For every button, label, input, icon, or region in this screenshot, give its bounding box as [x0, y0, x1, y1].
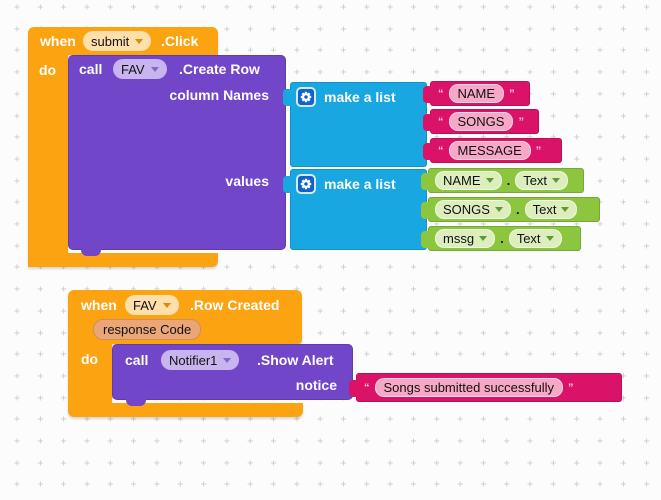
event-block-submit-click[interactable]: when submit .Click do	[28, 27, 287, 267]
text-input[interactable]: MESSAGE	[448, 141, 531, 160]
component-dropdown-fav[interactable]: FAV	[125, 295, 179, 315]
dropdown-arrow-icon	[135, 38, 144, 44]
do-label: do	[39, 62, 57, 78]
component-dropdown[interactable]: SONGS	[435, 200, 511, 219]
dropdown-value: Text	[523, 173, 548, 188]
make-a-list-block-values[interactable]: make a list	[283, 169, 427, 250]
gear-icon	[300, 178, 312, 190]
text-block-notice[interactable]: “ Songs submitted successfully ”	[349, 373, 622, 402]
param-badge-response-code[interactable]: response Code	[93, 319, 202, 340]
getter-block-mssg-text[interactable]: mssg . Text	[421, 226, 581, 251]
block-frame-arm	[68, 403, 303, 417]
dropdown-arrow-icon	[545, 236, 554, 241]
close-quote: ”	[509, 87, 515, 100]
dropdown-arrow-icon	[479, 236, 488, 241]
dropdown-value: Text	[532, 202, 557, 217]
component-dropdown-notifier1[interactable]: Notifier1	[161, 350, 240, 370]
plug-tab	[421, 231, 431, 248]
plug-tab	[421, 173, 431, 190]
arg-label-notice: notice	[295, 377, 337, 393]
method-name-label: .Create Row	[179, 61, 260, 77]
dropdown-arrow-icon	[561, 207, 570, 212]
text-block-message[interactable]: “ MESSAGE ”	[423, 138, 562, 163]
make-a-list-label: make a list	[324, 176, 396, 192]
mutator-gear-button[interactable]	[296, 174, 316, 194]
dropdown-value: FAV	[121, 61, 145, 77]
make-a-list-label: make a list	[324, 89, 396, 105]
block-frame-spine	[28, 53, 68, 267]
text-block-songs[interactable]: “ SONGS ”	[423, 109, 539, 134]
getter-block-songs-text[interactable]: SONGS . Text	[421, 197, 600, 222]
call-block-show-alert[interactable]: call Notifier1 .Show Alert notice	[112, 344, 353, 406]
call-block-create-row[interactable]: call FAV .Create Row column Names values	[68, 55, 286, 256]
gear-icon	[300, 91, 312, 103]
dropdown-value: Notifier1	[169, 352, 218, 368]
dropdown-arrow-icon	[552, 178, 561, 183]
dropdown-arrow-icon	[162, 302, 171, 308]
dropdown-arrow-icon	[485, 178, 494, 183]
mutator-gear-button[interactable]	[296, 87, 316, 107]
event-name-label: .Row Created	[190, 297, 280, 313]
plug-tab	[423, 143, 433, 160]
text-input[interactable]: SONGS	[448, 112, 514, 131]
open-quote: “	[438, 115, 444, 128]
dropdown-value: NAME	[443, 173, 481, 188]
arg-label-values: values	[225, 173, 269, 189]
property-dropdown[interactable]: Text	[524, 200, 578, 219]
call-label: call	[125, 352, 149, 368]
close-quote: ”	[518, 115, 524, 128]
next-connector-bump	[81, 249, 101, 256]
plug-tab	[423, 114, 433, 131]
dropdown-value: Text	[516, 231, 541, 246]
block-frame-spine	[68, 342, 112, 406]
do-label: do	[81, 351, 99, 367]
text-block-name[interactable]: “ NAME ”	[423, 81, 530, 106]
text-input[interactable]: Songs submitted successfully	[374, 378, 564, 397]
open-quote: “	[364, 381, 370, 394]
dropdown-value: submit	[91, 33, 130, 49]
method-name-label: .Show Alert	[257, 352, 334, 368]
dropdown-value: FAV	[133, 297, 157, 313]
close-quote: ”	[535, 144, 542, 157]
dot-separator: .	[500, 231, 504, 246]
dropdown-arrow-icon	[223, 357, 232, 363]
when-label: when	[40, 33, 76, 49]
dropdown-value: mssg	[443, 231, 475, 246]
text-input[interactable]: NAME	[448, 84, 505, 103]
plug-tab	[423, 86, 433, 103]
next-connector-bump	[126, 399, 146, 406]
dropdown-arrow-icon	[494, 207, 503, 212]
plug-tab	[283, 89, 293, 106]
plug-tab	[349, 380, 359, 397]
arg-label-column-names: column Names	[169, 87, 269, 103]
dot-separator: .	[515, 202, 520, 217]
plug-tab	[283, 176, 293, 193]
dot-separator: .	[506, 173, 511, 188]
event-name-label: .Click	[161, 33, 199, 49]
dropdown-value: SONGS	[443, 202, 490, 217]
component-dropdown[interactable]: NAME	[435, 171, 502, 190]
event-block-fav-row-created[interactable]: when FAV .Row Created response Code do	[68, 290, 303, 417]
plug-tab	[421, 202, 431, 219]
close-quote: ”	[568, 381, 574, 394]
component-dropdown-fav[interactable]: FAV	[113, 59, 167, 79]
open-quote: “	[438, 87, 444, 100]
component-dropdown-submit[interactable]: submit	[83, 31, 152, 51]
open-quote: “	[438, 144, 444, 157]
block-frame-arm	[28, 253, 218, 267]
component-dropdown[interactable]: mssg	[435, 229, 496, 248]
property-dropdown[interactable]: Text	[515, 171, 569, 190]
make-a-list-block-columns[interactable]: make a list	[283, 82, 427, 167]
call-label: call	[79, 61, 103, 77]
property-dropdown[interactable]: Text	[508, 229, 562, 248]
getter-block-name-text[interactable]: NAME . Text	[421, 168, 584, 193]
dropdown-arrow-icon	[150, 66, 159, 72]
when-label: when	[81, 297, 117, 313]
